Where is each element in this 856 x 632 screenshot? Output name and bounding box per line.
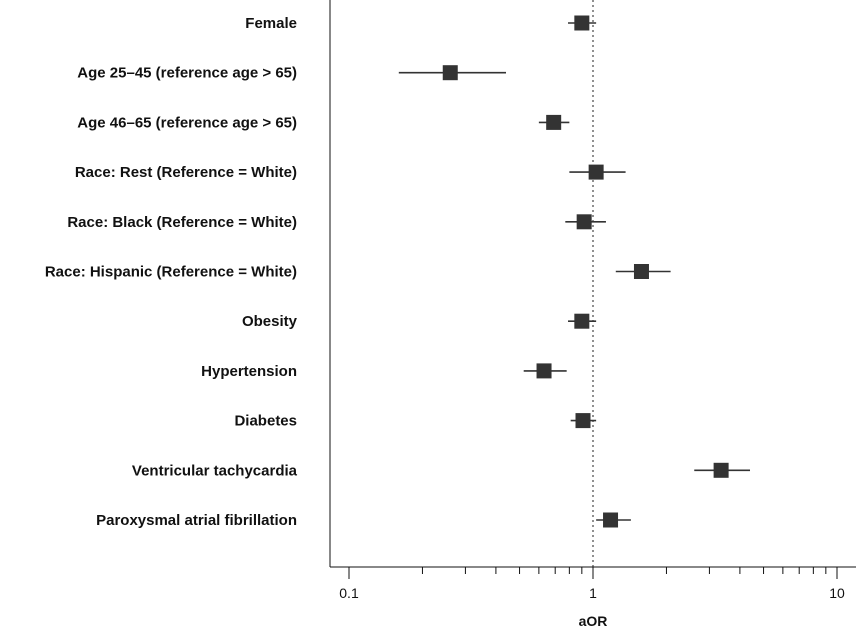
x-tick-label: 0.1	[339, 585, 359, 601]
x-tick-label: 10	[829, 585, 845, 601]
aor-marker	[574, 15, 590, 31]
aor-marker	[576, 214, 592, 230]
aor-marker	[633, 264, 649, 279]
row-labels: Female Age 25–45 (reference age > 65) Age …	[45, 15, 298, 529]
row-label: Diabetes	[234, 413, 297, 430]
x-axis-title: aOR	[579, 613, 608, 629]
aor-marker	[713, 462, 729, 478]
row-label: Race: Black (Reference = White)	[67, 214, 297, 231]
aor-marker	[603, 512, 619, 528]
estimate-rows	[398, 15, 751, 528]
x-tick-label: 1	[589, 585, 597, 601]
row-label: Age 25–45 (reference age > 65)	[77, 65, 297, 82]
aor-marker	[546, 114, 562, 130]
aor-marker	[575, 413, 591, 429]
x-axis: 0.1 1 10	[329, 0, 856, 601]
row-label: Hypertension	[201, 363, 297, 380]
aor-marker	[588, 164, 604, 180]
aor-marker	[574, 313, 590, 329]
aor-marker	[442, 65, 458, 81]
row-label: Female	[245, 15, 297, 32]
row-label: Paroxysmal atrial fibrillation	[96, 512, 297, 529]
row-label: Obesity	[242, 313, 298, 330]
row-label: Race: Rest (Reference = White)	[75, 164, 297, 181]
row-label: Race: Hispanic (Reference = White)	[45, 264, 297, 281]
aor-marker	[536, 363, 552, 379]
row-label: Ventricular tachycardia	[132, 462, 298, 479]
row-label: Age 46–65 (reference age > 65)	[77, 114, 297, 131]
